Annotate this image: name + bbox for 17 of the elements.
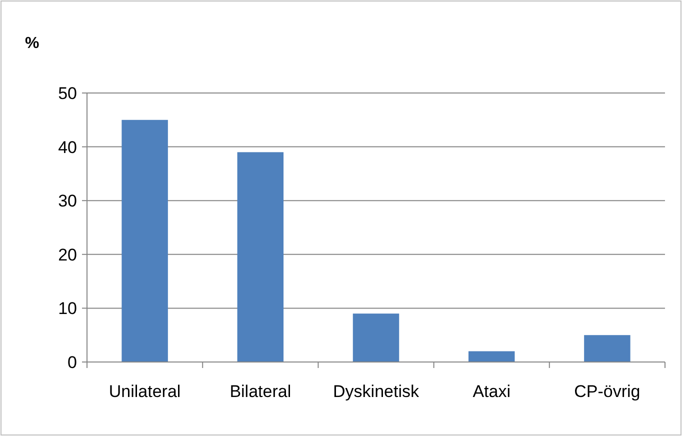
y-tick-label: 10 <box>58 299 77 318</box>
y-tick-label: 0 <box>68 352 77 372</box>
y-tick-label: 30 <box>58 192 77 211</box>
x-tick-label: Dyskinetisk <box>333 382 420 401</box>
bar <box>584 335 630 362</box>
bar <box>237 152 284 362</box>
bar <box>352 314 400 362</box>
y-tick-label: 40 <box>58 138 77 157</box>
x-tick-label: Bilateral <box>230 382 292 401</box>
x-tick-label: Ataxi <box>472 382 510 401</box>
x-tick-label: CP-övrig <box>574 382 640 401</box>
x-tick-label: Unilateral <box>108 382 181 401</box>
y-axis-title: % <box>25 35 40 52</box>
y-tick-label: 50 <box>58 84 77 103</box>
bar <box>122 120 168 362</box>
y-tick-label: 20 <box>58 245 77 264</box>
bar <box>468 351 515 362</box>
